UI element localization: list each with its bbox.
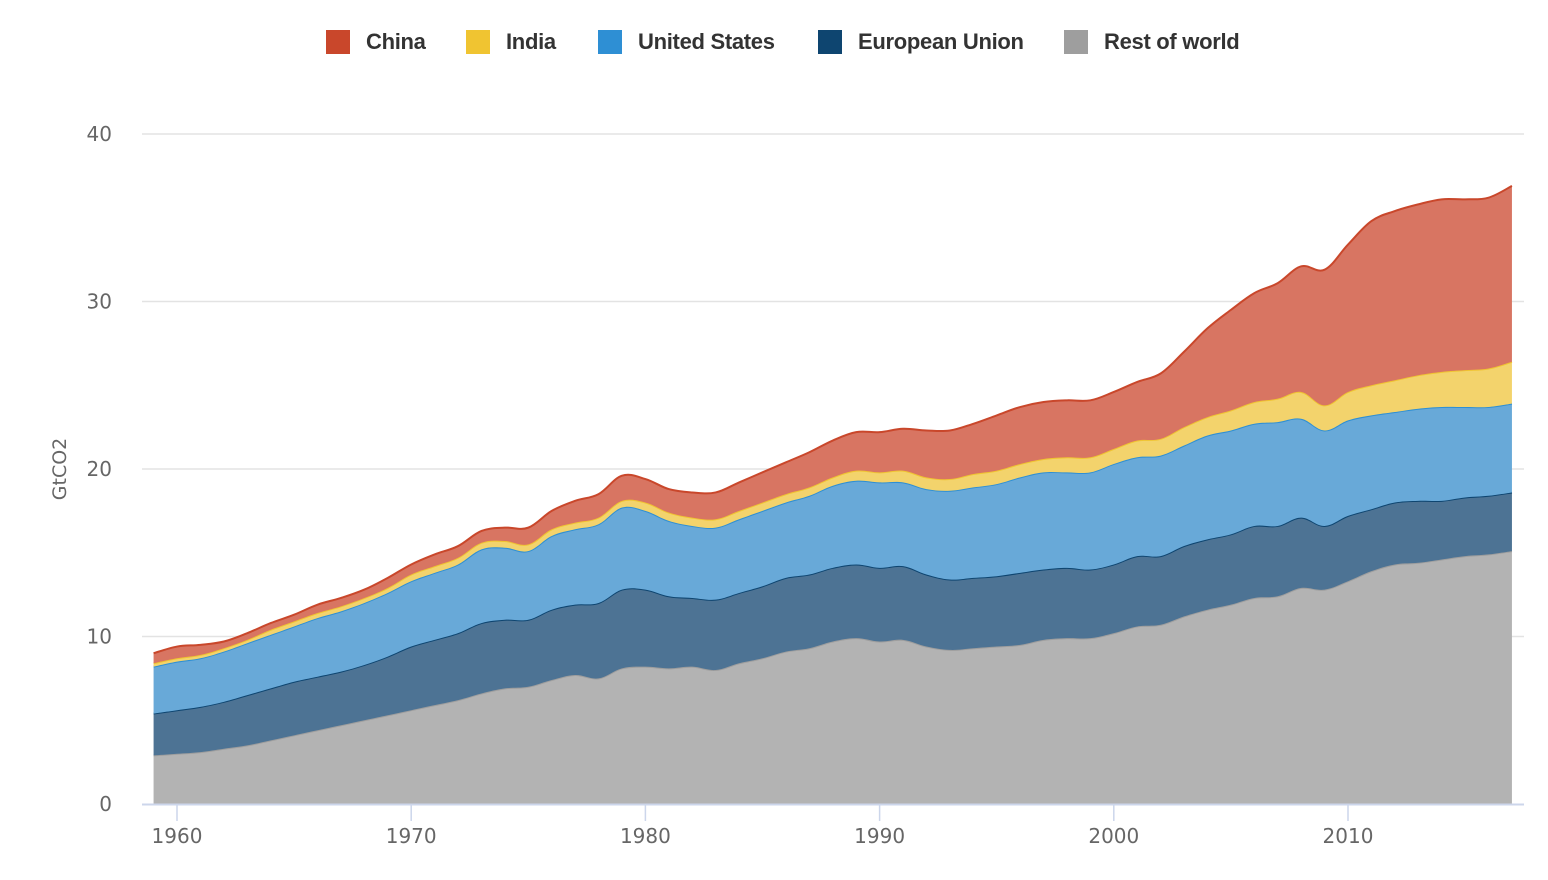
legend-item-united-states[interactable]: United States <box>598 26 775 58</box>
y-tick-label-0: 0 <box>99 792 112 816</box>
y-tick-label-40: 40 <box>87 122 112 146</box>
legend-item-rest-of-world[interactable]: Rest of world <box>1064 26 1240 58</box>
area-china[interactable] <box>153 185 1512 664</box>
legend-swatch-china <box>326 30 350 54</box>
legend-label-rest-of-world: Rest of world <box>1104 29 1240 54</box>
y-tick-label-10: 10 <box>87 625 112 649</box>
y-axis: 0 10 20 30 40 <box>87 122 112 816</box>
area-india[interactable] <box>153 361 1512 667</box>
area-rest-of-world[interactable] <box>153 551 1512 804</box>
y-tick-label-20: 20 <box>87 457 112 481</box>
legend-swatch-european-union <box>818 30 842 54</box>
area-united-states[interactable] <box>153 403 1512 714</box>
legend-item-european-union[interactable]: European Union <box>818 26 1024 58</box>
x-tick-label-2010: 2010 <box>1323 824 1374 848</box>
legend-item-china[interactable]: China <box>326 26 426 58</box>
legend-label-india: India <box>506 29 556 54</box>
x-tick-label-1990: 1990 <box>854 824 905 848</box>
y-tick-label-30: 30 <box>87 290 112 314</box>
legend-swatch-united-states <box>598 30 622 54</box>
legend-swatch-india <box>466 30 490 54</box>
y-axis-title: GtCO2 <box>49 438 71 500</box>
area-european-union[interactable] <box>153 492 1512 756</box>
legend-label-united-states: United States <box>638 29 775 54</box>
x-tick-label-1980: 1980 <box>620 824 671 848</box>
series-areas <box>153 185 1513 804</box>
x-tick-label-1960: 1960 <box>152 824 203 848</box>
chart-legend: China India United States European Union… <box>0 26 1548 58</box>
x-tick-label-2000: 2000 <box>1088 824 1139 848</box>
line-china <box>153 185 1513 655</box>
legend-label-china: China <box>366 29 426 54</box>
x-tick-label-1970: 1970 <box>386 824 437 848</box>
x-axis: 1960 1970 1980 1990 2000 2010 <box>142 803 1524 848</box>
legend-swatch-rest-of-world <box>1064 30 1088 54</box>
legend-label-european-union: European Union <box>858 29 1024 54</box>
legend-item-india[interactable]: India <box>466 26 556 58</box>
